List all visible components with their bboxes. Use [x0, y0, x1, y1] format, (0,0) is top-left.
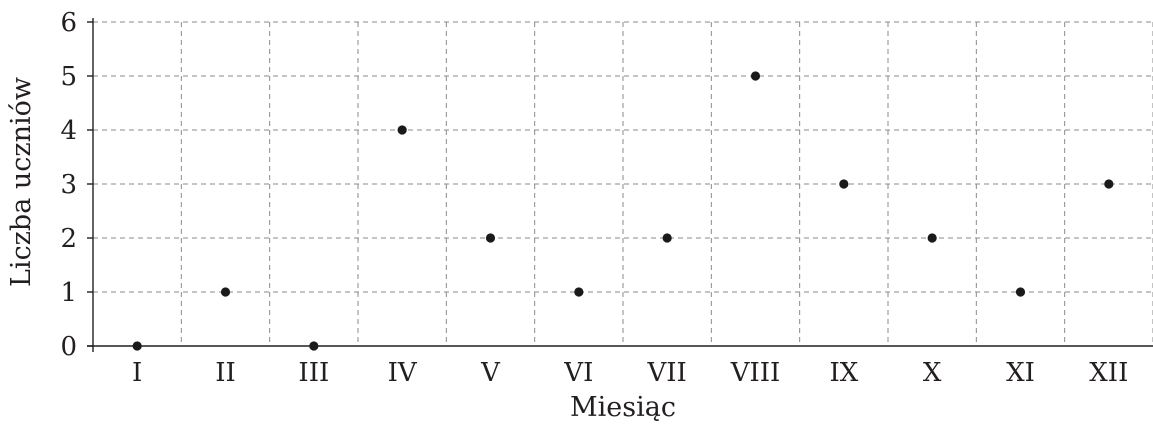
- x-tick-label: III: [298, 358, 329, 388]
- data-point: [397, 125, 407, 135]
- x-tick-label: X: [923, 358, 942, 388]
- data-point: [485, 233, 496, 243]
- y-axis-title: Liczba uczniów: [6, 77, 37, 287]
- y-tick-label: 5: [60, 62, 77, 92]
- data-point: [1104, 179, 1114, 189]
- y-tick-label: 6: [60, 8, 77, 38]
- axes: [87, 18, 1153, 352]
- data-point: [132, 341, 142, 351]
- x-tick-label: IX: [829, 358, 858, 388]
- y-tick-labels: 0 1 2 3 4 5 6: [60, 8, 77, 362]
- data-point: [1015, 287, 1026, 297]
- x-tick-label: XI: [1006, 358, 1035, 388]
- x-tick-label: IV: [388, 358, 418, 388]
- x-tick-label: I: [132, 358, 142, 388]
- x-tick-labels: I II III IV V VI VII VIII IX X XI XII: [132, 358, 1128, 388]
- data-point: [662, 233, 672, 243]
- x-tick-label: VII: [647, 358, 687, 388]
- data-point: [839, 179, 849, 189]
- x-axis-title: Miesiąc: [570, 392, 676, 423]
- y-tick-label: 4: [60, 116, 77, 146]
- y-tick-label: 2: [60, 224, 77, 254]
- data-point: [309, 341, 319, 351]
- y-tick-label: 1: [60, 278, 77, 308]
- x-tick-label: V: [480, 358, 501, 388]
- grid: [93, 21, 1153, 346]
- x-tick-label: VIII: [730, 358, 781, 388]
- data-point: [574, 287, 584, 297]
- data-point: [750, 71, 761, 81]
- x-tick-label: XII: [1089, 358, 1128, 388]
- data-point: [220, 287, 231, 297]
- y-tick-label: 0: [60, 332, 77, 362]
- x-tick-label: VI: [563, 358, 593, 388]
- data-point: [927, 233, 937, 243]
- x-tick-label: II: [215, 358, 236, 388]
- y-tick-label: 3: [60, 170, 77, 200]
- data-points: [132, 71, 1114, 351]
